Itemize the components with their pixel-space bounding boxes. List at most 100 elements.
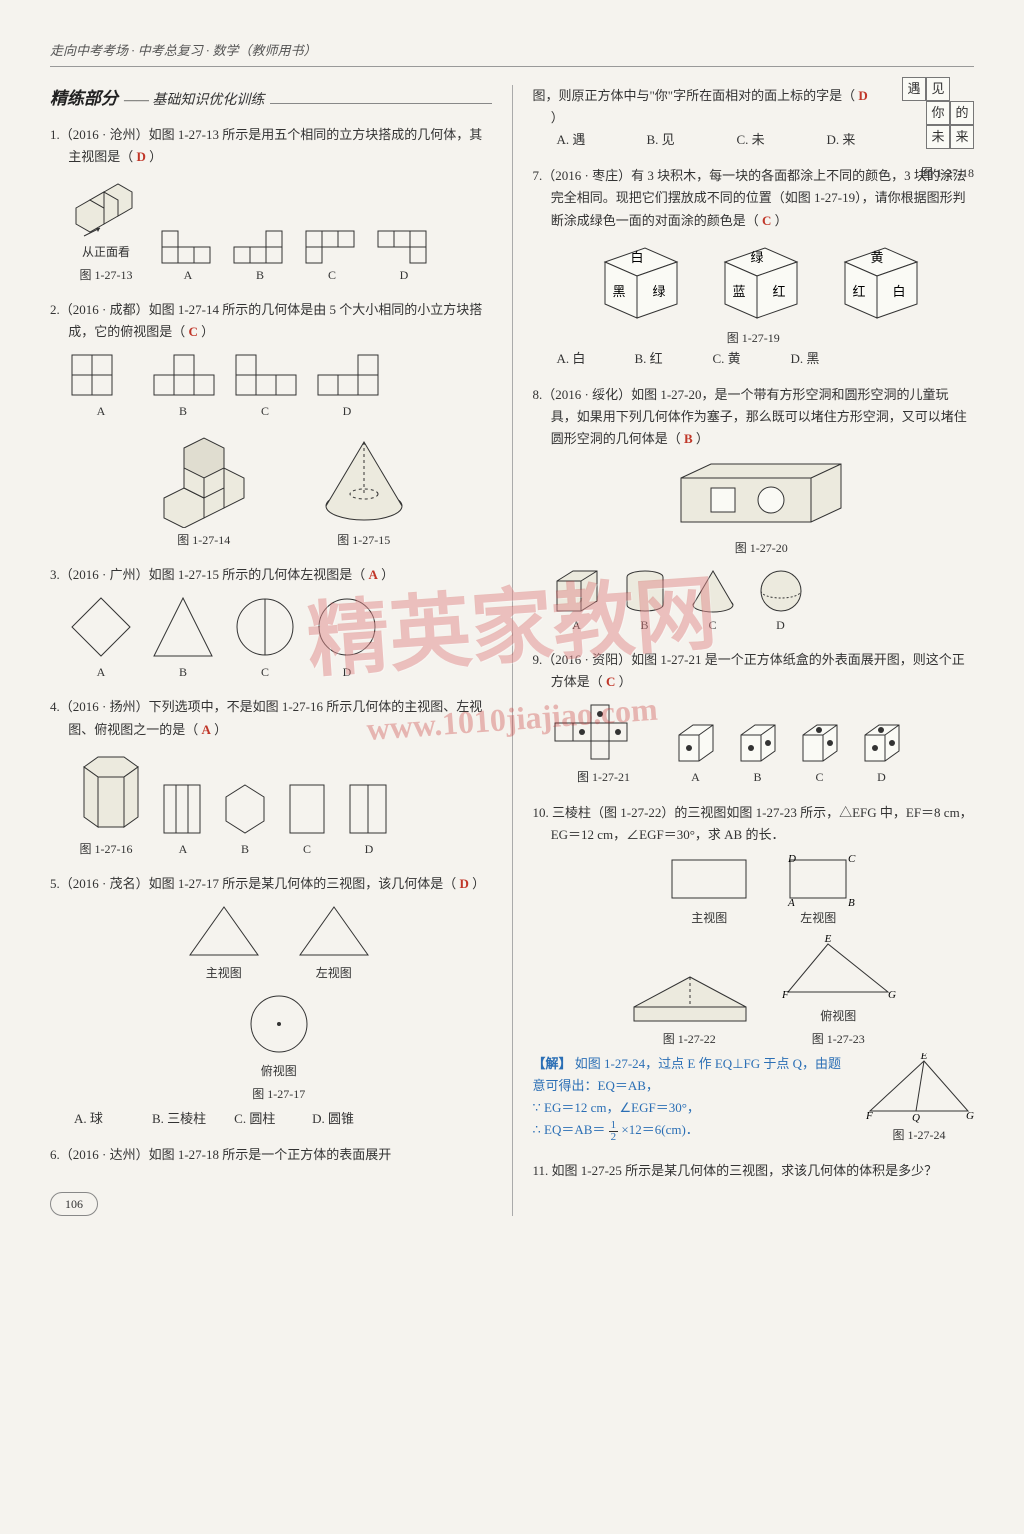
page-header: 走向中考考场 · 中考总复习 · 数学（教师用书） [50,40,974,67]
svg-text:Q: Q [912,1112,920,1123]
svg-text:G: G [888,989,896,1001]
svg-text:B: B [848,897,855,906]
q1-answer: D [136,149,145,164]
q2-opt-c-icon [230,349,300,401]
q10-top-icon: E F G [778,934,898,1004]
q4-opt-a-icon [158,779,208,839]
q9-opt-b-icon [733,719,783,767]
question-6a: 6.（2016 · 达州）如图 1-27-18 所示是一个正方体的表面展开 [50,1144,492,1166]
svg-text:D: D [787,853,796,865]
section-title: 精练部分 —— 基础知识优化训练 [50,85,492,114]
q4-opt-d-icon [344,779,394,839]
svg-text:红: 红 [773,284,786,299]
q2-opt-a-icon [66,349,136,401]
question-2: 2.（2016 · 成都）如图 1-27-14 所示的几何体是由 5 个大小相同… [50,299,492,550]
q9-text: 9.（2016 · 资阳）如图 1-27-21 是一个正方体纸盒的外表面展开图，… [533,652,965,689]
svg-text:E: E [824,934,832,945]
left-column: 精练部分 —— 基础知识优化训练 1.（2016 · 沧州）如图 1-27-13… [50,85,492,1216]
q9-answer: C [606,674,615,689]
q8-answer: B [684,431,693,446]
q5-top-icon [244,989,314,1059]
q8-opt-d-icon [753,565,809,615]
q7-cube-3-icon: 黄 红 白 [831,238,931,324]
svg-text:白: 白 [893,284,906,299]
q1-opt-b-icon [230,225,290,265]
q4-text: 4.（2016 · 扬州）下列选项中，不是如图 1-27-16 所示几何体的主视… [50,699,482,736]
section-main: 精练部分 [50,85,118,114]
question-5: 5.（2016 · 茂名）如图 1-27-17 所示是某几何体的三视图，该几何体… [50,873,492,1130]
q7-text: 7.（2016 · 枣庄）有 3 块积木，每一块的各面都涂上不同的颜色，3 块的… [533,168,966,227]
q8-opt-b-icon [617,565,673,615]
q3-solid-icon [314,428,414,528]
q9-opt-d-icon [857,719,907,767]
q3-opt-c-icon [230,592,300,662]
question-4: 4.（2016 · 扬州）下列选项中，不是如图 1-27-16 所示几何体的主视… [50,696,492,859]
svg-text:绿: 绿 [751,250,764,265]
q2-opt-d-icon [312,349,382,401]
q10-prism-icon [624,947,754,1027]
svg-text:C: C [848,853,856,865]
q1-opt-d-icon [374,225,434,265]
svg-text:红: 红 [853,284,866,299]
q2-solid-icon [144,428,264,528]
q7-cube-1-icon: 白 黑 绿 [591,238,691,324]
q3-opt-b-icon [148,592,218,662]
q3-opt-a-icon [66,592,136,662]
svg-text:A: A [787,897,795,906]
svg-text:白: 白 [631,250,644,265]
q2-opt-b-icon [148,349,218,401]
q9-net-icon [549,699,659,765]
svg-text:蓝: 蓝 [733,284,746,299]
q10-solution-icon: E F Q G [864,1053,974,1123]
q5-side-icon [294,901,374,961]
q5-text: 5.（2016 · 茂名）如图 1-27-17 所示是某几何体的三视图，该几何体… [50,876,456,891]
q5-opt-b: B. 三棱柱 [152,1108,206,1130]
char-grid: 遇 见 你 的 未 来 [902,77,974,149]
q6-answer: D [858,88,867,103]
q10-text: 10. 三棱柱（图 1-27-22）的三视图如图 1-27-23 所示，△EFG… [533,802,975,846]
q3-opt-d-icon [312,592,382,662]
q7-cube-2-icon: 绿 蓝 红 [711,238,811,324]
solution-label: 【解】 [533,1056,572,1071]
svg-text:E: E [920,1053,928,1062]
question-11: 11. 如图 1-27-25 所示是某几何体的三视图，求该几何体的体积是多少？ [533,1160,975,1182]
q1-solid-icon [66,174,146,240]
svg-text:黄: 黄 [871,250,884,265]
svg-text:F: F [865,1110,873,1122]
q8-solid-icon [671,456,851,536]
q10-side-icon: D C A B [778,852,858,906]
q9-opt-a-icon [671,719,721,767]
question-10: 10. 三棱柱（图 1-27-22）的三视图如图 1-27-23 所示，△EFG… [533,802,975,1146]
section-sub: —— 基础知识优化训练 [124,89,264,113]
q5-front-icon [184,901,264,961]
q7-answer: C [762,213,771,228]
q3-answer: A [369,567,378,582]
svg-text:G: G [966,1110,974,1122]
q5-answer: D [460,876,469,891]
question-8: 8.（2016 · 绥化）如图 1-27-20，是一个带有方形空洞和圆形空洞的儿… [533,384,975,635]
q5-opt-c: C. 圆柱 [234,1108,284,1130]
q10-front-icon [664,852,754,906]
question-1: 1.（2016 · 沧州）如图 1-27-13 所示是用五个相同的立方块搭成的几… [50,124,492,285]
question-9: 9.（2016 · 资阳）如图 1-27-21 是一个正方体纸盒的外表面展开图，… [533,649,975,788]
right-column: 遇 见 你 的 未 来 图，则原正方体中与"你"字所在面相对的面上标的字是（ D… [533,85,975,1216]
svg-text:黑: 黑 [613,284,626,299]
q8-opt-a-icon [549,565,605,615]
q1-text: 1.（2016 · 沧州）如图 1-27-13 所示是用五个相同的立方块搭成的几… [50,127,482,164]
q8-opt-c-icon [685,565,741,615]
question-7: 7.（2016 · 枣庄）有 3 块积木，每一块的各面都涂上不同的颜色，3 块的… [533,165,975,370]
q1-opt-c-icon [302,225,362,265]
q9-opt-c-icon [795,719,845,767]
q1-opt-a-icon [158,225,218,265]
q5-opt-d: D. 圆锥 [312,1108,362,1130]
q8-text: 8.（2016 · 绥化）如图 1-27-20，是一个带有方形空洞和圆形空洞的儿… [533,387,967,446]
svg-text:绿: 绿 [653,284,666,299]
question-3: 3.（2016 · 广州）如图 1-27-15 所示的几何体左视图是（ A ） … [50,564,492,682]
q2-answer: C [188,324,197,339]
q4-solid-icon [66,747,146,837]
page-number: 106 [50,1192,98,1216]
q3-text: 3.（2016 · 广州）如图 1-27-15 所示的几何体左视图是（ [50,567,365,582]
q4-opt-b-icon [220,779,270,839]
q4-answer: A [201,722,210,737]
question-6b: 遇 见 你 的 未 来 图，则原正方体中与"你"字所在面相对的面上标的字是（ D… [533,85,975,151]
